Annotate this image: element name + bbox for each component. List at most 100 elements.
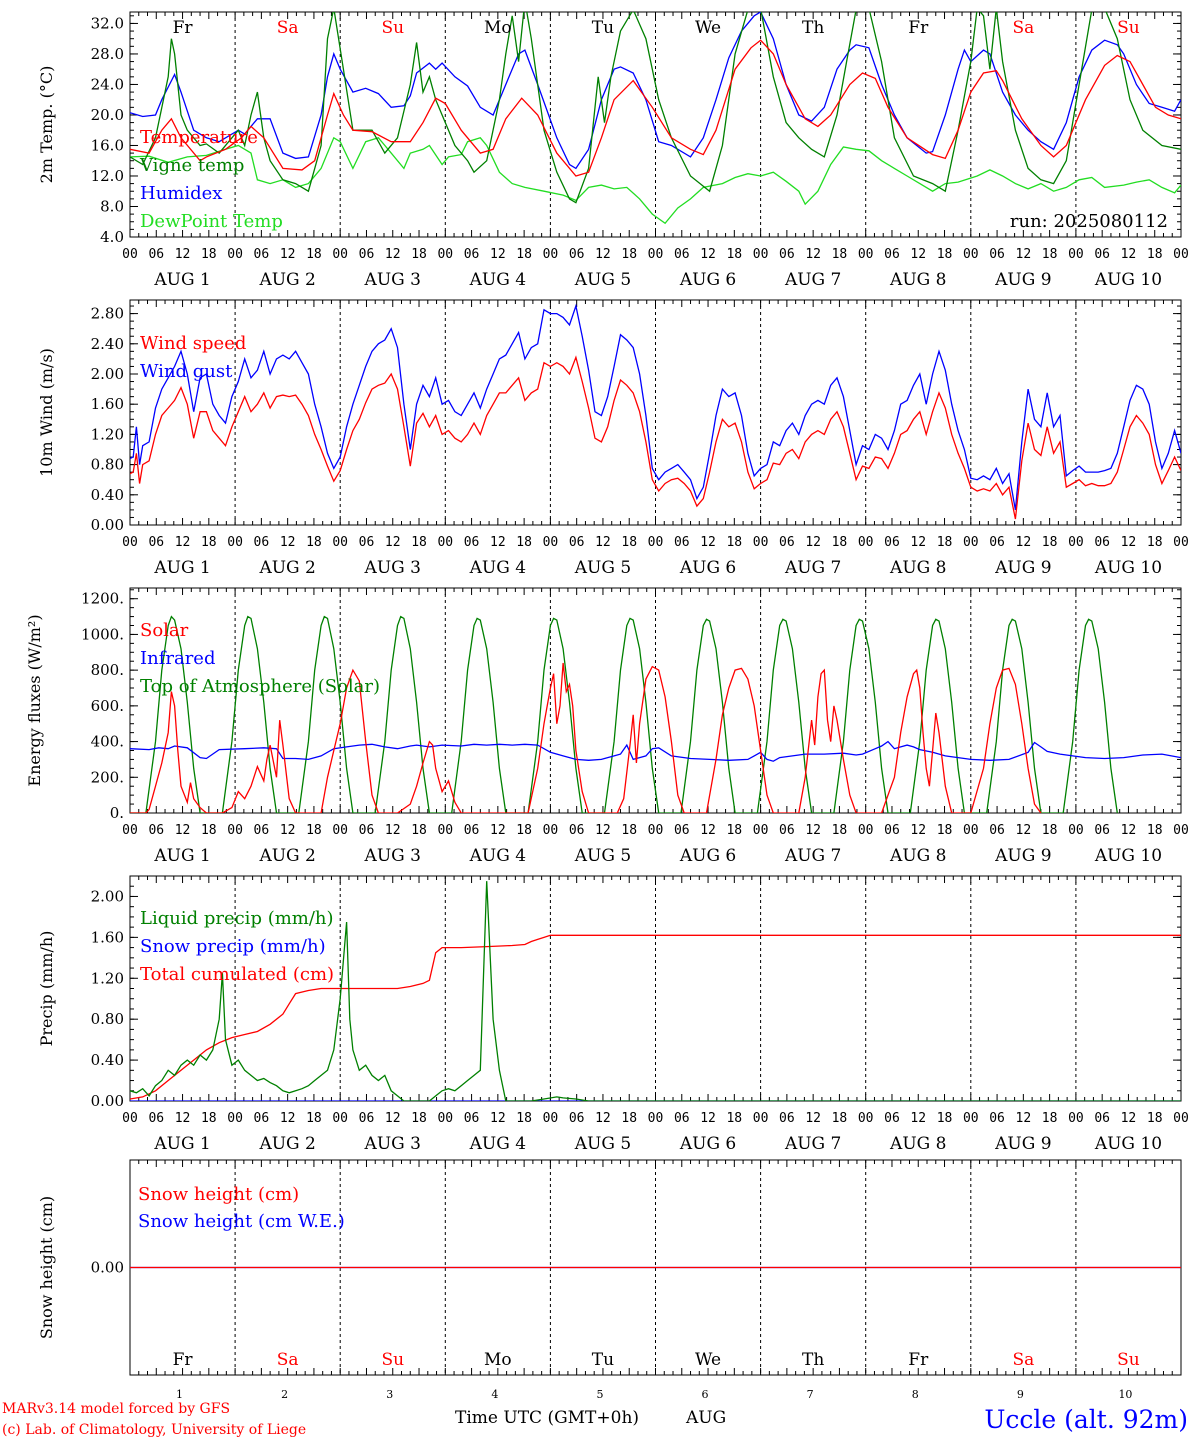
x-hour-label: 12 xyxy=(385,247,401,262)
date-label: AUG 4 xyxy=(469,558,526,578)
x-hour-label: 06 xyxy=(464,535,480,550)
x-hour-label: 18 xyxy=(306,1111,322,1126)
x-hour-label: 12 xyxy=(1121,1111,1137,1126)
x-hour-label: 18 xyxy=(1147,823,1163,838)
x-hour-label: 00 xyxy=(332,535,348,550)
x-hour-label: 06 xyxy=(569,247,585,262)
x-hour-label: 00 xyxy=(227,823,243,838)
x-hour-label: 18 xyxy=(726,535,742,550)
x-hour-label: 06 xyxy=(779,1111,795,1126)
date-label: AUG 10 xyxy=(1094,1134,1162,1154)
x-hour-label: 00 xyxy=(1173,247,1189,262)
x-hour-label: 00 xyxy=(437,823,453,838)
weekday-label: Su xyxy=(381,18,404,38)
x-hour-label: 18 xyxy=(201,1111,217,1126)
x-hour-label: 18 xyxy=(937,1111,953,1126)
x-hour-label: 06 xyxy=(674,535,690,550)
x-hour-label: 18 xyxy=(306,535,322,550)
date-label: AUG 7 xyxy=(784,1134,841,1154)
date-label: AUG 10 xyxy=(1094,846,1162,866)
plot-frame xyxy=(129,299,1182,526)
x-hour-label: 00 xyxy=(332,1111,348,1126)
y-tick-label: 0.00 xyxy=(91,1259,124,1277)
x-hour-label: 12 xyxy=(175,1111,191,1126)
legend-entry: Humidex xyxy=(140,183,222,204)
x-hour-label: 12 xyxy=(1016,1111,1032,1126)
date-label: AUG 2 xyxy=(258,558,315,578)
y-tick-label: 12.0 xyxy=(91,167,124,185)
weekday-label: Mo xyxy=(484,18,512,38)
y-tick-label: 0.40 xyxy=(91,1051,124,1069)
date-label: AUG 8 xyxy=(889,846,946,866)
x-hour-label: 00 xyxy=(858,535,874,550)
date-label: AUG 5 xyxy=(574,846,631,866)
day-number: 3 xyxy=(386,1388,393,1401)
x-hour-label: 18 xyxy=(411,535,427,550)
x-hour-label: 06 xyxy=(884,535,900,550)
x-hour-label: 06 xyxy=(1094,535,1110,550)
x-hour-label: 06 xyxy=(989,247,1005,262)
x-hour-label: 18 xyxy=(832,247,848,262)
date-label: AUG 9 xyxy=(994,270,1051,290)
x-hour-label: 00 xyxy=(543,823,559,838)
x-hour-label: 12 xyxy=(175,247,191,262)
date-label: AUG 7 xyxy=(784,270,841,290)
x-hour-label: 00 xyxy=(858,823,874,838)
weekday-label: Sa xyxy=(277,18,299,38)
x-hour-label: 00 xyxy=(122,247,138,262)
month-label: AUG xyxy=(685,1408,726,1428)
legend-entry: Vigne temp xyxy=(139,155,244,176)
series-line-solar xyxy=(130,662,1042,813)
x-hour-label: 12 xyxy=(280,247,296,262)
credit-line-1: MARv3.14 model forced by GFS xyxy=(2,1401,230,1417)
x-hour-label: 00 xyxy=(227,535,243,550)
y-tick-label: 24.0 xyxy=(91,75,124,93)
date-label: AUG 8 xyxy=(889,1134,946,1154)
panels: 4.0 8.0 12.0 16.0 20.0 24.0 28.0 32.0 2m Temp. (… xyxy=(25,11,1189,1401)
weekday-label: Su xyxy=(1117,18,1140,38)
legend-entry: Top of Atmosphere (Solar) xyxy=(140,676,380,697)
date-label: AUG 1 xyxy=(153,270,210,290)
date-label: AUG 1 xyxy=(153,1134,210,1154)
x-hour-label: 06 xyxy=(989,1111,1005,1126)
y-tick-label: 0.80 xyxy=(91,456,124,474)
x-hour-label: 12 xyxy=(490,247,506,262)
date-label: AUG 4 xyxy=(469,270,526,290)
x-hour-label: 18 xyxy=(621,823,637,838)
date-label: AUG 2 xyxy=(258,1134,315,1154)
x-hour-label: 12 xyxy=(595,247,611,262)
x-hour-label: 18 xyxy=(1147,247,1163,262)
y-tick-label: 4.0 xyxy=(100,228,124,246)
x-hour-label: 06 xyxy=(779,535,795,550)
x-hour-label: 00 xyxy=(753,823,769,838)
y-tick-label: 16.0 xyxy=(91,136,124,154)
x-hour-label: 00 xyxy=(122,1111,138,1126)
x-hour-label: 06 xyxy=(779,823,795,838)
y-tick-label: 2.00 xyxy=(91,365,124,383)
y-tick-label: 20.0 xyxy=(91,106,124,124)
weekday-label: Fr xyxy=(908,1350,929,1370)
legend-entry: Solar xyxy=(140,620,189,641)
date-label: AUG 4 xyxy=(469,1134,526,1154)
x-hour-label: 18 xyxy=(411,823,427,838)
legend-entry: Snow height (cm) xyxy=(138,1184,299,1205)
x-hour-label: 00 xyxy=(963,823,979,838)
x-hour-label: 00 xyxy=(437,535,453,550)
x-hour-label: 06 xyxy=(359,247,375,262)
x-hour-label: 18 xyxy=(1147,535,1163,550)
x-hour-label: 12 xyxy=(1016,535,1032,550)
series-line-infrared xyxy=(130,740,1181,762)
x-hour-label: 00 xyxy=(753,247,769,262)
date-label: AUG 1 xyxy=(153,558,210,578)
legend-entry: Liquid precip (mm/h) xyxy=(140,908,334,929)
y-tick-label: 0.80 xyxy=(91,1010,124,1028)
x-hour-label: 12 xyxy=(490,535,506,550)
day-number: 10 xyxy=(1118,1388,1132,1401)
station-label: Uccle (alt. 92m) xyxy=(984,1405,1188,1434)
x-hour-label: 18 xyxy=(1042,535,1058,550)
date-label: AUG 4 xyxy=(469,846,526,866)
date-label: AUG 7 xyxy=(784,558,841,578)
x-hour-label: 00 xyxy=(1173,535,1189,550)
x-hour-label: 06 xyxy=(464,823,480,838)
day-number: 5 xyxy=(596,1388,603,1401)
